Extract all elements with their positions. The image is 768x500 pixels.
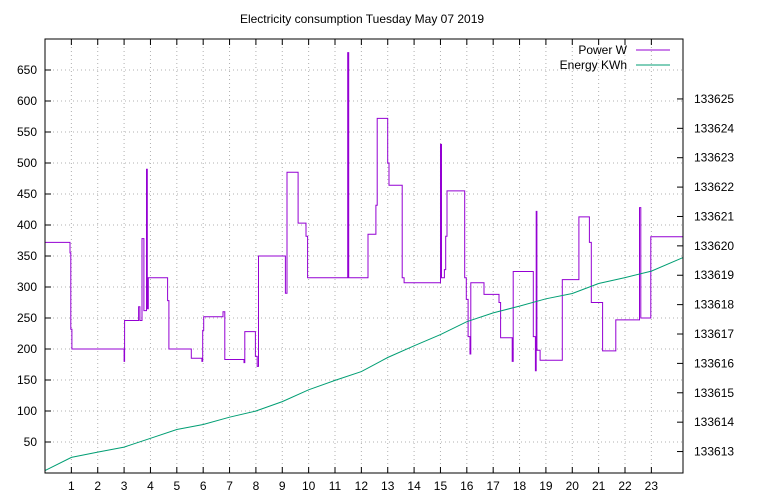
- y-tick-label: 550: [17, 125, 37, 139]
- x-tick-label: 20: [566, 479, 580, 493]
- y-tick-label: 450: [17, 187, 37, 201]
- legend-label-power: Power W: [578, 43, 627, 57]
- y2-tick-label: 133618: [694, 298, 734, 312]
- x-tick-label: 14: [407, 479, 421, 493]
- y-tick-label: 400: [17, 218, 37, 232]
- y2-tick-label: 133624: [694, 121, 734, 135]
- y2-tick-label: 133615: [694, 386, 734, 400]
- x-tick-label: 15: [434, 479, 448, 493]
- x-tick-label: 9: [279, 479, 286, 493]
- legend-label-energy: Energy KWh: [560, 58, 627, 72]
- x-tick-label: 4: [147, 479, 154, 493]
- y2-tick-label: 133620: [694, 239, 734, 253]
- x-tick-label: 17: [487, 479, 501, 493]
- y-tick-label: 350: [17, 249, 37, 263]
- y-tick-label: 200: [17, 342, 37, 356]
- x-tick-label: 5: [173, 479, 180, 493]
- x-tick-label: 21: [592, 479, 606, 493]
- y-tick-label: 600: [17, 94, 37, 108]
- y2-tick-label: 133623: [694, 151, 734, 165]
- x-tick-label: 3: [121, 479, 128, 493]
- y2-tick-label: 133622: [694, 180, 734, 194]
- y-tick-label: 150: [17, 373, 37, 387]
- y-tick-label: 300: [17, 280, 37, 294]
- y-axis-left: 50 100 150 200 250 300 350 400 450 500 550 600 650: [17, 63, 51, 449]
- y2-tick-label: 133613: [694, 445, 734, 459]
- x-axis: 1 2 3 4 5 6 7 8 9 10 11 12 13 14 15 16 17 18 19 20 21 22 23: [68, 39, 658, 493]
- x-tick-label: 23: [645, 479, 659, 493]
- plot-area: [44, 52, 684, 472]
- y2-tick-label: 133614: [694, 415, 734, 429]
- x-tick-label: 19: [539, 479, 553, 493]
- y2-tick-label: 133621: [694, 209, 734, 223]
- series-line-power: [45, 52, 683, 372]
- x-tick-label: 22: [618, 479, 632, 493]
- plot-border: [44, 38, 684, 474]
- y-axis-right: 133613 133614 133615 133616 133617 133618 1336…: [677, 92, 734, 459]
- x-tick-label: 6: [200, 479, 207, 493]
- x-tick-label: 8: [253, 479, 260, 493]
- x-tick-label: 16: [460, 479, 474, 493]
- chart-title: Electricity consumption Tuesday May 07 2…: [240, 12, 484, 26]
- x-tick-label: 7: [226, 479, 233, 493]
- y2-tick-label: 133616: [694, 356, 734, 370]
- x-tick-label: 12: [355, 479, 369, 493]
- grid: [45, 39, 683, 473]
- x-tick-label: 11: [329, 479, 342, 493]
- x-tick-label: 10: [302, 479, 316, 493]
- y-tick-label: 50: [24, 435, 38, 449]
- y2-tick-label: 133625: [694, 92, 734, 106]
- y2-tick-label: 133619: [694, 268, 734, 282]
- y-tick-label: 100: [17, 404, 37, 418]
- y-tick-label: 250: [17, 311, 37, 325]
- legend: Power W Energy KWh: [560, 43, 670, 72]
- y-tick-label: 650: [17, 63, 37, 77]
- x-tick-label: 1: [68, 479, 75, 493]
- series-line-energy: [44, 257, 684, 472]
- x-tick-label: 18: [513, 479, 527, 493]
- x-tick-label: 13: [381, 479, 395, 493]
- y-tick-label: 500: [17, 156, 37, 170]
- x-tick-label: 2: [94, 479, 101, 493]
- y2-tick-label: 133617: [694, 327, 734, 341]
